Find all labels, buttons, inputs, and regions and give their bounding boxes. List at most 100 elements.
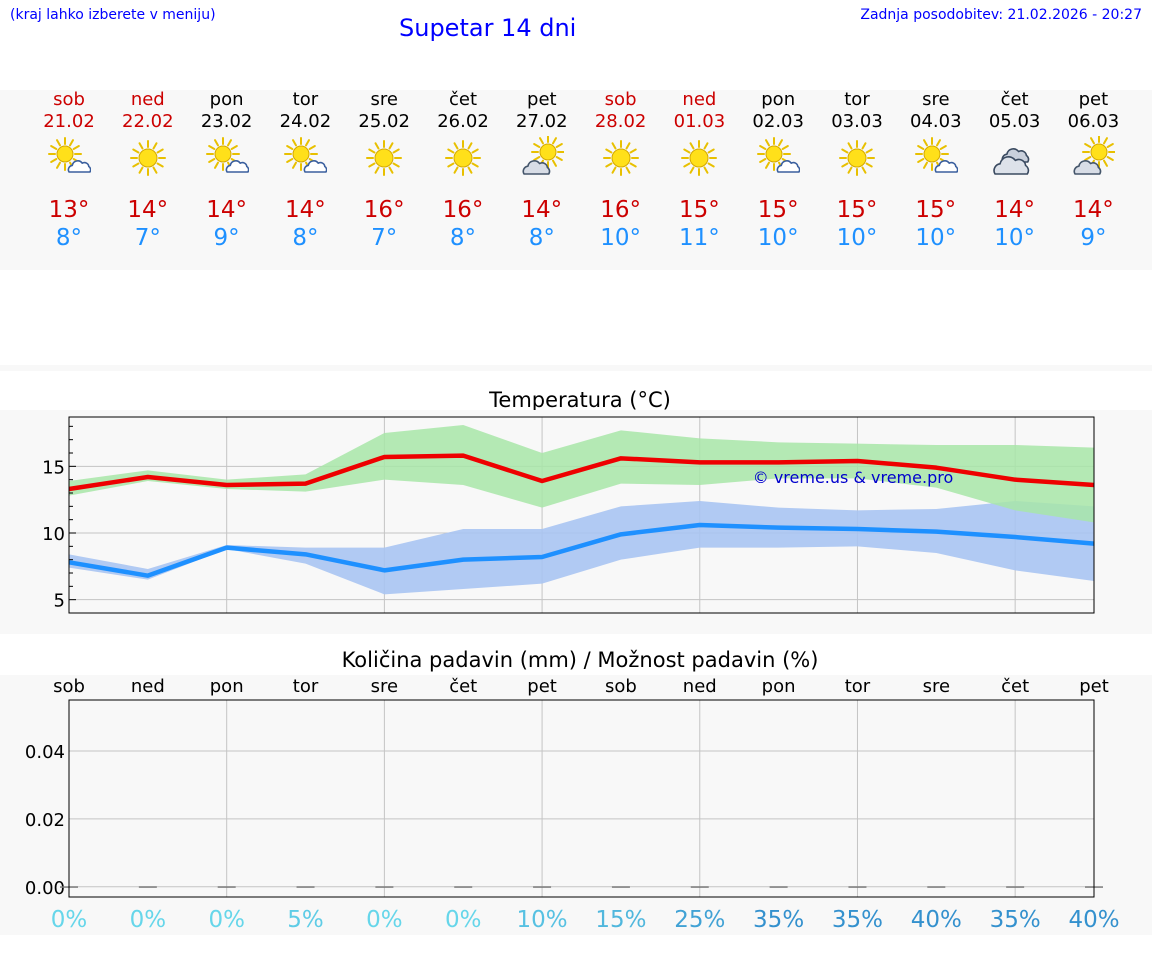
sun-icon	[366, 140, 403, 176]
precip-day-label: čet	[449, 676, 477, 697]
plot-area	[69, 700, 1094, 897]
day-date: 24.02	[279, 111, 332, 132]
max-temp: 14°	[285, 197, 326, 223]
precip-probability: 40%	[911, 907, 962, 933]
min-temp: 10°	[915, 225, 957, 251]
watermark: © vreme.us & vreme.pro	[753, 468, 954, 487]
precip-bar	[927, 886, 946, 888]
precip-probability: 35%	[832, 907, 883, 933]
sun-cloud-icon	[284, 137, 328, 173]
max-temp-line	[68, 453, 1095, 492]
precip-bar	[296, 886, 315, 888]
min-temp: 8°	[528, 225, 555, 251]
day-column: čet 05.03 14° 10°	[975, 90, 1055, 270]
max-temp: 15°	[836, 197, 878, 223]
precip-bar	[690, 886, 709, 888]
location-menu-hint[interactable]: (kraj lahko izberete v meniju)	[10, 7, 216, 23]
day-date: 04.03	[910, 111, 962, 132]
cloud-sun-icon	[1073, 136, 1116, 175]
day-name: sob	[53, 89, 85, 110]
day-column: tor 03.03 15° 10°	[817, 90, 897, 270]
day-column: sob 28.02 16° 10°	[581, 90, 661, 270]
precip-bar	[611, 886, 630, 888]
day-name: pon	[209, 89, 244, 110]
precip-probability: 0%	[366, 907, 403, 933]
day-date: 22.02	[122, 111, 174, 132]
precip-day-label: sre	[371, 676, 398, 697]
day-column: tor 24.02 14° 8°	[265, 90, 345, 270]
min-temp: 10°	[600, 225, 641, 251]
day-name: ned	[130, 89, 165, 110]
plot-frame	[68, 699, 1095, 898]
min-temp: 10°	[757, 225, 799, 251]
day-column: pet 06.03 14° 9°	[1053, 90, 1133, 270]
day-name: pon	[761, 89, 796, 110]
precip-day-label: čet	[1001, 676, 1029, 697]
precip-bar	[138, 886, 157, 888]
precip-day-label: ned	[131, 676, 165, 697]
day-name: sre	[922, 89, 950, 110]
day-date: 06.03	[1067, 111, 1120, 132]
day-name: čet	[448, 89, 478, 110]
day-date: 23.02	[200, 111, 253, 132]
max-temp: 16°	[363, 197, 405, 223]
precip-probability: 35%	[990, 907, 1041, 933]
precip-day-label: pet	[1079, 676, 1109, 697]
sun-cloud-icon	[205, 137, 249, 173]
day-column: sob 21.02 13° 8°	[29, 90, 109, 270]
min-temp: 7°	[134, 225, 161, 251]
min-temp: 11°	[679, 225, 720, 251]
precip-probability: 25%	[674, 907, 725, 933]
precip-probability: 10%	[517, 907, 568, 933]
precip-probability: 0%	[51, 907, 88, 933]
precip-day-label: tor	[845, 676, 871, 697]
precip-probability: 5%	[287, 907, 324, 933]
precip-probability: 0%	[130, 907, 167, 933]
day-name: sre	[370, 89, 398, 110]
min-temp: 9°	[213, 225, 240, 251]
max-temp: 16°	[600, 197, 641, 223]
sun-cloud-icon	[914, 137, 958, 173]
precip-bar	[454, 886, 473, 888]
day-column: pon 02.03 15° 10°	[738, 90, 818, 270]
day-name: tor	[292, 89, 319, 110]
day-date: 21.02	[43, 111, 95, 132]
precip-bar	[848, 886, 867, 888]
day-name: pet	[527, 89, 557, 110]
min-temp: 7°	[371, 225, 398, 251]
min-temp: 10°	[994, 225, 1035, 251]
max-temp: 16°	[442, 197, 484, 223]
precip-bar	[375, 886, 394, 888]
sun-icon	[839, 140, 875, 176]
precip-bar	[769, 886, 788, 888]
precip-probability: 0%	[208, 907, 245, 933]
min-temp-line	[68, 522, 1095, 578]
day-date: 28.02	[594, 111, 647, 132]
precip-probability: 35%	[753, 907, 804, 933]
sun-cloud-icon	[48, 137, 91, 173]
day-date: 05.03	[988, 111, 1041, 132]
precip-probability: 0%	[445, 907, 482, 933]
precip-day-label: sob	[53, 676, 85, 697]
day-name: čet	[1000, 89, 1029, 110]
temperature-chart-title: Temperatura (°C)	[489, 388, 671, 412]
sun-cloud-icon	[757, 137, 801, 173]
precip-bar	[533, 886, 552, 888]
max-temp: 15°	[757, 197, 799, 223]
page-title: Supetar 14 dni	[399, 14, 577, 42]
day-date: 01.03	[673, 111, 726, 132]
min-temp: 10°	[836, 225, 878, 251]
precip-day-label: ned	[683, 676, 717, 697]
min-temp: 8°	[449, 225, 477, 251]
day-date: 27.02	[516, 111, 568, 132]
plot-frame	[68, 416, 1095, 614]
y-tick-label: 0.04	[25, 742, 65, 763]
precip-probability: 15%	[595, 907, 646, 933]
day-name: ned	[682, 89, 717, 110]
day-column: sre 25.02 16° 7°	[344, 90, 424, 270]
day-column: ned 01.03 15° 11°	[659, 90, 739, 270]
y-tick-label: 5	[54, 591, 65, 612]
day-column: ned 22.02 14° 7°	[108, 90, 188, 270]
day-column: čet 26.02 16° 8°	[423, 90, 503, 270]
min-temp: 9°	[1080, 225, 1107, 251]
